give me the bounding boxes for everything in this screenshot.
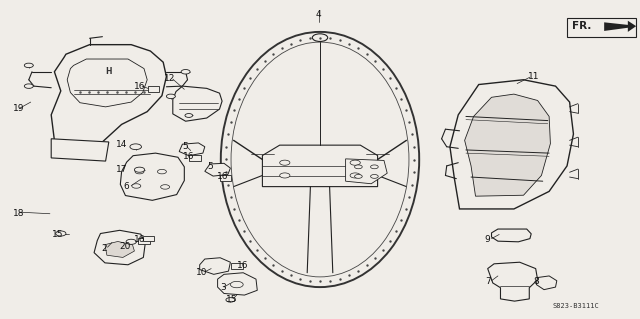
Polygon shape [51, 45, 166, 150]
Bar [143, 236, 154, 241]
Text: 11: 11 [528, 72, 540, 81]
Circle shape [126, 239, 136, 244]
Polygon shape [179, 143, 205, 156]
Bar [138, 238, 150, 244]
Text: 2: 2 [101, 244, 106, 253]
Bar [148, 86, 159, 92]
Circle shape [135, 169, 144, 174]
Polygon shape [67, 59, 147, 107]
Text: 4: 4 [316, 10, 321, 19]
Polygon shape [346, 159, 387, 184]
Circle shape [166, 94, 175, 99]
Text: 19: 19 [13, 104, 24, 113]
Circle shape [185, 114, 193, 117]
Circle shape [134, 167, 145, 172]
Circle shape [24, 84, 33, 88]
Text: 16: 16 [134, 235, 145, 244]
Circle shape [130, 144, 141, 150]
Polygon shape [218, 273, 257, 295]
Text: 5: 5 [207, 162, 212, 171]
Text: 5: 5 [183, 142, 188, 151]
Text: 12: 12 [164, 74, 175, 83]
Polygon shape [173, 86, 222, 121]
Text: FR.: FR. [572, 21, 591, 31]
Polygon shape [492, 229, 531, 242]
Text: 17: 17 [116, 165, 127, 174]
Circle shape [132, 184, 141, 188]
Bar [567, 18, 636, 37]
FancyBboxPatch shape [93, 66, 125, 80]
Polygon shape [262, 145, 378, 187]
Text: S823-B3111C: S823-B3111C [552, 303, 600, 309]
Circle shape [56, 231, 66, 236]
Circle shape [157, 169, 166, 174]
Text: 3: 3 [220, 283, 225, 292]
Circle shape [161, 185, 170, 189]
Polygon shape [536, 276, 557, 290]
Circle shape [280, 160, 290, 165]
Polygon shape [200, 258, 230, 274]
Text: 16: 16 [217, 172, 228, 181]
Circle shape [312, 34, 328, 41]
Circle shape [230, 281, 243, 288]
Polygon shape [105, 241, 134, 257]
Text: 8: 8 [534, 277, 539, 286]
Bar [220, 175, 231, 181]
Circle shape [350, 160, 360, 165]
Bar [189, 155, 201, 161]
Circle shape [24, 63, 33, 68]
Circle shape [181, 70, 190, 74]
Text: 16: 16 [237, 261, 249, 270]
Polygon shape [465, 94, 550, 196]
Circle shape [371, 165, 378, 169]
Text: H: H [106, 67, 112, 76]
Text: 16: 16 [134, 82, 145, 91]
Polygon shape [450, 80, 573, 209]
Polygon shape [94, 230, 145, 265]
Text: 15: 15 [52, 230, 63, 239]
Circle shape [350, 173, 360, 178]
Circle shape [355, 174, 362, 178]
Circle shape [355, 165, 362, 169]
Text: 16: 16 [183, 152, 195, 161]
Text: 7: 7 [485, 277, 490, 286]
Bar [231, 263, 243, 269]
Text: 6: 6 [124, 182, 129, 191]
Text: 10: 10 [196, 268, 207, 277]
Polygon shape [120, 153, 184, 200]
Text: 15: 15 [226, 295, 237, 304]
Circle shape [371, 174, 378, 178]
Ellipse shape [221, 32, 419, 287]
Text: 9: 9 [485, 235, 490, 244]
Polygon shape [205, 163, 230, 176]
Text: 18: 18 [13, 209, 24, 218]
Text: 14: 14 [116, 140, 127, 149]
Polygon shape [51, 139, 109, 161]
Circle shape [226, 298, 235, 302]
Text: 20: 20 [119, 242, 131, 251]
Polygon shape [604, 21, 636, 32]
Polygon shape [488, 262, 538, 301]
Circle shape [280, 173, 290, 178]
